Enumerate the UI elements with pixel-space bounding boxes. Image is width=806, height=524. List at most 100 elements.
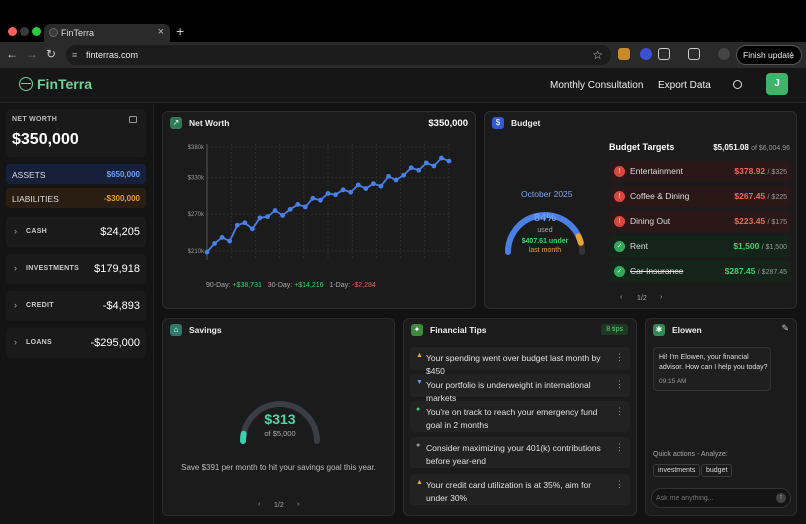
minimize-window-icon[interactable] [20,27,29,36]
account-credit[interactable]: › CREDIT -$4,893 [6,291,146,321]
budget-target-car-insurance[interactable]: ✓ Car Insurance $287.45 / $287.45 [609,261,791,282]
data-point[interactable] [363,186,369,191]
data-point[interactable] [219,235,225,240]
data-point[interactable] [227,238,233,244]
liabilities-row[interactable]: LIABILITIES -$300,000 [6,188,146,208]
data-point[interactable] [378,183,384,189]
forward-icon[interactable]: → [26,47,38,61]
data-point[interactable] [439,155,444,161]
account-label: INVESTMENTS [26,265,80,272]
data-point[interactable] [234,222,240,228]
data-point[interactable] [348,189,354,195]
more-options-icon[interactable]: ⋮ [615,379,624,389]
data-point[interactable] [393,177,399,183]
quick-action-budget[interactable]: budget [701,464,733,477]
data-point[interactable] [401,172,407,178]
budget-target-coffee-dining[interactable]: ! Coffee & Dining $267.45 / $225 [609,186,791,207]
export-data-link[interactable]: Export Data [658,80,711,91]
reload-icon[interactable]: ↻ [45,47,57,61]
data-point[interactable] [265,214,270,220]
budget-percent: 84% [533,212,557,224]
tip-item[interactable]: ▼ Your portfolio is underweight in inter… [410,374,630,403]
card-title: Net Worth [189,118,230,128]
account-investments[interactable]: › INVESTMENTS $179,918 [6,254,146,284]
tip-item[interactable]: ● Consider maximizing your 401(k) contri… [410,437,630,468]
account-cash[interactable]: › CASH $24,205 [6,217,146,247]
send-icon[interactable]: ↑ [776,493,786,503]
data-point[interactable] [287,206,293,212]
edit-icon[interactable]: ✎ [781,323,789,333]
tip-item[interactable]: ▲ Your spending went over budget last mo… [410,347,630,376]
finish-update-button[interactable]: Finish update ⋮ [736,45,802,65]
maximize-window-icon[interactable] [32,27,41,36]
target-spent: $287.45 [724,266,756,276]
data-point[interactable] [446,158,452,164]
more-options-icon[interactable]: ⋮ [615,406,624,416]
prev-page-icon[interactable]: ‹ [258,501,261,508]
favicon-icon [49,28,58,37]
data-point[interactable] [325,191,331,196]
data-point[interactable] [204,249,210,255]
address-bar[interactable]: ≡ finterras.com ☆ [66,45,611,65]
data-point[interactable] [242,220,248,226]
back-icon[interactable]: ← [6,47,18,61]
data-point[interactable] [257,215,263,221]
account-loans[interactable]: › LOANS -$295,000 [6,328,146,358]
data-point[interactable] [333,192,338,198]
close-window-icon[interactable] [8,27,17,36]
bookmark-star-icon[interactable]: ☆ [592,48,603,62]
extension-icon[interactable] [640,48,652,60]
data-point[interactable] [370,181,376,187]
puzzle-icon[interactable] [658,48,670,60]
profile-icon[interactable] [718,48,730,60]
data-point[interactable] [416,167,422,173]
menu-icon[interactable]: ⋮ [787,50,797,60]
lightbulb-icon: ✦ [411,324,423,336]
data-point[interactable] [249,226,255,232]
data-point[interactable] [423,160,429,166]
next-page-icon[interactable]: › [297,501,300,508]
data-point[interactable] [386,173,391,179]
data-point[interactable] [212,241,217,246]
next-page-icon[interactable]: › [660,294,663,301]
data-point[interactable] [431,163,437,169]
new-tab-button[interactable]: + [176,23,185,39]
calculator-icon[interactable] [129,116,137,123]
target-name: Rent [630,241,648,251]
avatar[interactable]: J [766,73,788,95]
brand-logo[interactable]: FinTerra [37,76,92,92]
data-point[interactable] [280,213,286,218]
site-info-icon[interactable]: ≡ [72,50,78,60]
theme-toggle-icon[interactable] [733,80,742,89]
sidepanel-icon[interactable] [688,48,700,60]
budget-total-value: $5,051.08 [713,143,749,152]
more-options-icon[interactable]: ⋮ [615,442,624,452]
extension-icon[interactable] [618,48,630,60]
change-label: 1-Day: [329,282,351,289]
target-spent: $223.45 [734,216,766,226]
data-point[interactable] [340,187,346,193]
data-point[interactable] [408,165,414,171]
browser-tab[interactable]: FinTerra × [44,24,170,42]
tab-title: FinTerra [61,28,95,38]
more-options-icon[interactable]: ⋮ [615,479,624,489]
data-point[interactable] [318,197,323,203]
chat-input[interactable] [656,491,768,505]
data-point[interactable] [355,182,361,188]
quick-action-investments[interactable]: investments [653,464,701,477]
data-point[interactable] [295,202,301,207]
tip-item[interactable]: ▲ Your credit card utilization is at 35%… [410,474,630,505]
budget-target-dining-out[interactable]: ! Dining Out $223.45 / $175 [609,211,791,232]
tab-close-icon[interactable]: × [157,26,164,38]
net-worth-value: $350,000 [12,131,79,148]
budget-target-entertainment[interactable]: ! Entertainment $378.92 / $325 [609,161,791,182]
data-point[interactable] [272,208,278,213]
budget-target-rent[interactable]: ✓ Rent $1,500 / $1,500 [609,236,791,257]
data-point[interactable] [302,204,308,210]
monthly-consultation-link[interactable]: Monthly Consultation [550,80,644,91]
assets-row[interactable]: ASSETS $650,000 [6,164,146,184]
prev-page-icon[interactable]: ‹ [620,294,623,301]
tip-item[interactable]: ● You're on track to reach your emergenc… [410,401,630,432]
data-point[interactable] [310,195,316,201]
more-options-icon[interactable]: ⋮ [615,352,624,362]
